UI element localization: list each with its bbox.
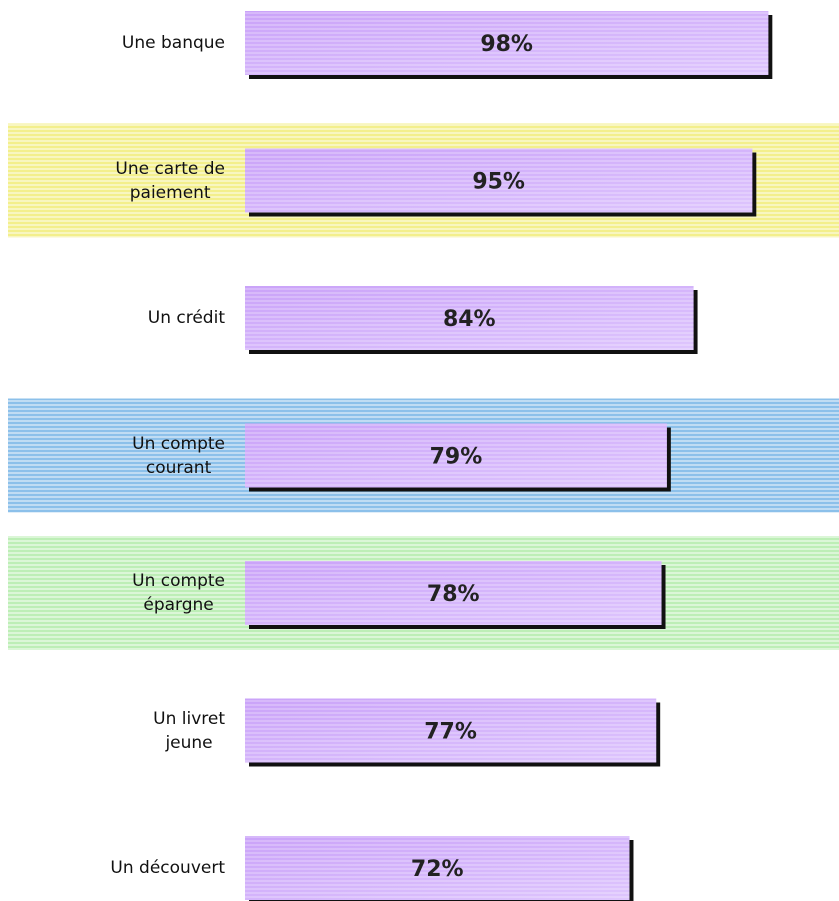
bar-stripes	[245, 836, 630, 900]
bar-stripes	[245, 423, 667, 488]
value-label: 79%	[430, 445, 483, 470]
category-label: Un crédit	[147, 308, 225, 328]
category-label: Un découvert	[110, 858, 225, 878]
bar-stripes	[245, 698, 657, 763]
value-label: 72%	[411, 857, 464, 882]
bar-stripes	[245, 148, 753, 213]
category-label: Un compte épargne	[132, 571, 225, 615]
bar-stripes	[245, 286, 694, 350]
value-label: 98%	[480, 32, 533, 57]
category-label: Un livret jeune	[153, 708, 225, 753]
value-label: 77%	[424, 720, 477, 745]
value-label: 95%	[472, 170, 525, 195]
category-label: Une banque	[121, 33, 225, 53]
value-label: 78%	[427, 582, 480, 607]
bar-stripes	[245, 11, 769, 75]
bar-stripes	[245, 561, 662, 625]
value-label: 84%	[443, 307, 496, 332]
category-label: Une carte de paiement	[115, 158, 225, 203]
category-label: Un compte courant	[132, 433, 225, 478]
